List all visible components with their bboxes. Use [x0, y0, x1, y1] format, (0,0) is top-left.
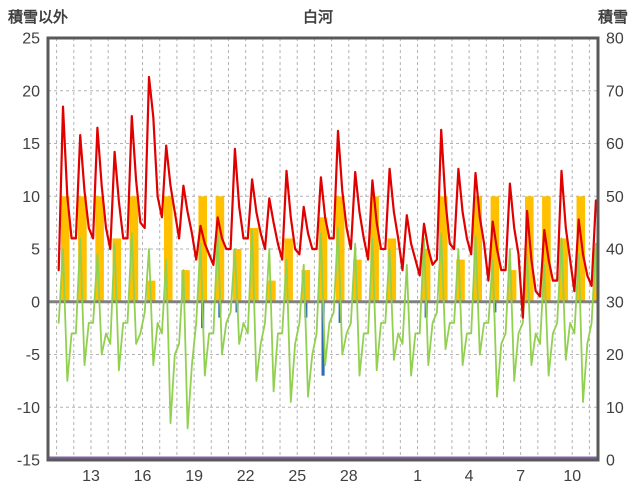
yellow-bars: [370, 196, 379, 302]
right-axis-title: 積雪: [597, 9, 628, 26]
right-tick-label: 60: [606, 136, 624, 153]
yellow-bars: [576, 196, 586, 302]
left-tick-label: 25: [22, 31, 40, 48]
left-tick-label: 10: [22, 189, 40, 206]
left-tick-label: -5: [26, 347, 40, 364]
right-tick-label: 40: [606, 242, 624, 259]
yellow-bars: [525, 196, 534, 302]
x-tick-label: 7: [516, 468, 525, 485]
right-tick-label: 80: [606, 31, 624, 48]
plot-frame: [46, 36, 600, 462]
right-tick-label: 50: [606, 189, 624, 206]
x-tick-label: 19: [185, 468, 203, 485]
yellow-bars: [335, 196, 345, 302]
x-tick-label: 1: [413, 468, 422, 485]
yellow-bars: [284, 238, 293, 302]
left-tick-label: 0: [31, 294, 40, 311]
yellow-bars: [507, 270, 517, 302]
blue-bars: [321, 301, 325, 376]
chart-title: 白河: [302, 9, 333, 26]
red-line: [57, 75, 599, 319]
x-tick-label: 13: [82, 468, 100, 485]
x-tick-label: 10: [563, 468, 581, 485]
x-tick-label: 16: [134, 468, 152, 485]
yellow-bars: [318, 217, 328, 302]
x-tick-label: 4: [465, 468, 474, 485]
left-tick-label: -10: [17, 400, 40, 417]
green-line: [57, 226, 599, 430]
yellow-bars: [250, 227, 259, 302]
yellow-bars: [456, 259, 465, 302]
yellow-bars: [353, 259, 362, 302]
left-tick-label: 15: [22, 136, 40, 153]
right-tick-label: 0: [606, 453, 615, 470]
yellow-bars: [490, 196, 500, 302]
right-tick-label: 30: [606, 294, 624, 311]
plot-area: [48, 75, 599, 460]
right-tick-label: 10: [606, 400, 624, 417]
yellow-bars: [559, 238, 568, 302]
yellow-bars: [112, 238, 122, 302]
yellow-bars: [78, 196, 87, 302]
x-tick-label: 25: [288, 468, 306, 485]
left-tick-label: -15: [17, 453, 40, 470]
yellow-bars: [215, 196, 225, 302]
left-tick-label: 20: [22, 83, 40, 100]
yellow-bars: [129, 196, 139, 302]
yellow-bars: [301, 270, 311, 302]
yellow-bars: [95, 196, 104, 302]
yellow-bars: [387, 238, 397, 302]
yellow-bars: [232, 249, 242, 302]
yellow-bars: [181, 270, 190, 302]
right-tick-label: 70: [606, 83, 624, 100]
yellow-bars: [164, 196, 173, 302]
x-tick-label: 28: [340, 468, 358, 485]
yellow-bars: [473, 196, 482, 302]
right-tick-label: 20: [606, 347, 624, 364]
left-tick-label: 5: [31, 242, 40, 259]
x-tick-label: 22: [237, 468, 255, 485]
left-axis-title: 積雪以外: [8, 9, 69, 26]
yellow-bars: [198, 196, 207, 302]
yellow-bars: [60, 196, 70, 302]
yellow-bars: [439, 196, 448, 302]
